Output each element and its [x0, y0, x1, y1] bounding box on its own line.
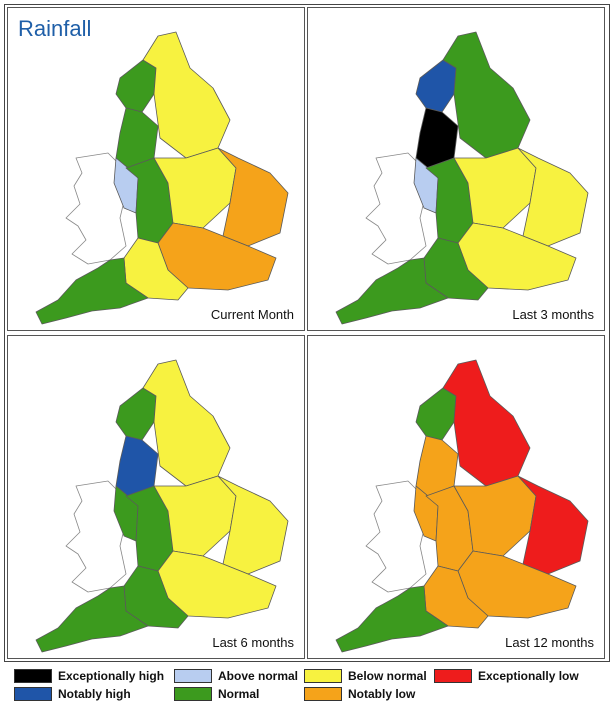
- map-last-12-months: [335, 359, 589, 653]
- map-panel-last-3-months: Last 3 months: [307, 7, 605, 331]
- legend-item-above-normal: Above normal: [174, 668, 298, 684]
- panel-label: Last 12 months: [505, 635, 594, 650]
- map-panel-last-6-months: Last 6 months: [7, 335, 305, 659]
- legend-swatch: [304, 669, 342, 683]
- legend-label: Notably high: [58, 687, 131, 701]
- legend-item-notably-high: Notably high: [14, 686, 131, 702]
- legend-swatch: [14, 687, 52, 701]
- panel-label: Last 6 months: [212, 635, 294, 650]
- map-figure: Rainfall Current Month Last 3 months Las…: [4, 4, 610, 662]
- region-ne: [442, 31, 531, 159]
- legend: Exceptionally high Notably high Above no…: [14, 666, 604, 706]
- region-ea: [217, 147, 289, 247]
- region-cumbria: [415, 59, 457, 113]
- legend-label: Notably low: [348, 687, 416, 701]
- map-panel-last-12-months: Last 12 months: [307, 335, 605, 659]
- map-panel-current-month: Rainfall Current Month: [7, 7, 305, 331]
- map-last-6-months: [35, 359, 289, 653]
- panel-label: Current Month: [210, 307, 294, 322]
- region-sw: [335, 585, 449, 653]
- legend-label: Exceptionally high: [58, 669, 165, 683]
- region-cumbria: [415, 387, 457, 441]
- region-ea: [517, 475, 589, 575]
- legend-label: Normal: [218, 687, 260, 701]
- map-current-month: [35, 31, 289, 325]
- legend-swatch: [14, 669, 52, 683]
- legend-item-exceptionally-low: Exceptionally low: [434, 668, 579, 684]
- legend-swatch: [434, 669, 472, 683]
- region-ne: [142, 31, 231, 159]
- legend-swatch: [174, 669, 212, 683]
- legend-swatch: [174, 687, 212, 701]
- region-sw: [35, 585, 149, 653]
- region-ea: [517, 147, 589, 247]
- region-ea: [217, 475, 289, 575]
- legend-item-normal: Normal: [174, 686, 259, 702]
- legend-label: Above normal: [218, 669, 299, 683]
- legend-item-exceptionally-high: Exceptionally high: [14, 668, 164, 684]
- region-cumbria: [115, 59, 157, 113]
- legend-swatch: [304, 687, 342, 701]
- legend-label: Exceptionally low: [478, 669, 579, 683]
- region-sw: [335, 257, 449, 325]
- map-last-3-months: [335, 31, 589, 325]
- region-ne: [442, 359, 531, 487]
- legend-item-notably-low: Notably low: [304, 686, 415, 702]
- panel-label: Last 3 months: [512, 307, 594, 322]
- legend-item-below-normal: Below normal: [304, 668, 427, 684]
- region-sw: [35, 257, 149, 325]
- region-cumbria: [115, 387, 157, 441]
- figure-title: Rainfall: [18, 16, 92, 41]
- region-ne: [142, 359, 231, 487]
- legend-label: Below normal: [348, 669, 427, 683]
